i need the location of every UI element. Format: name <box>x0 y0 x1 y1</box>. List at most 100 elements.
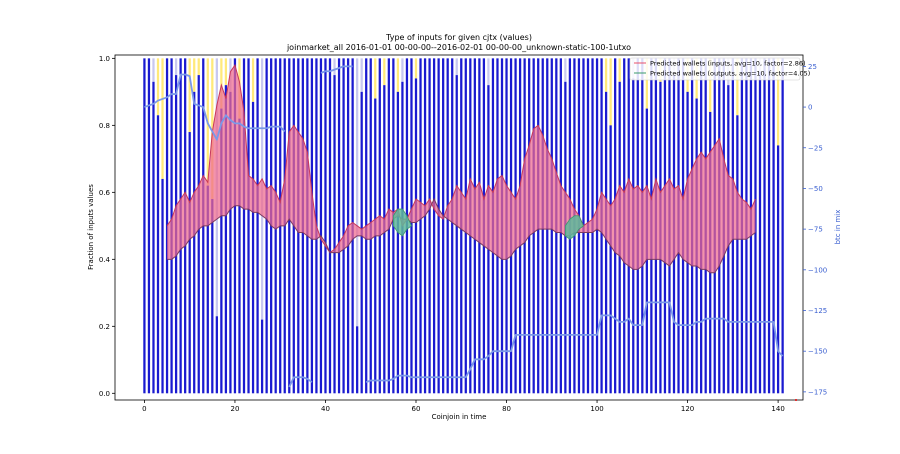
bar <box>197 75 200 394</box>
bar-upper <box>174 58 178 76</box>
y-tick-label: 0.8 <box>99 122 110 130</box>
bar <box>224 85 228 394</box>
y2-tick-label: 25 <box>808 63 817 71</box>
bar <box>147 58 151 394</box>
bar-upper <box>197 58 200 76</box>
bar <box>188 132 191 394</box>
bar <box>432 58 436 394</box>
bar <box>451 58 454 394</box>
bar-upper <box>211 58 214 200</box>
bar-upper <box>709 58 712 112</box>
bar-upper <box>564 58 567 82</box>
bar <box>242 58 246 394</box>
bar <box>736 115 739 394</box>
bar <box>767 58 771 394</box>
bar <box>428 58 431 394</box>
bar <box>238 118 241 394</box>
bar <box>156 115 160 394</box>
inputs-lower-line <box>167 197 756 274</box>
inputs-upper-line <box>166 63 756 254</box>
bar <box>324 58 327 394</box>
bar <box>423 58 427 394</box>
plot-frame <box>114 54 804 401</box>
bar <box>206 185 209 394</box>
btc-in-mix-line <box>288 376 313 388</box>
btc-in-mix-line <box>320 65 353 74</box>
bar <box>260 319 264 394</box>
bar <box>247 58 250 394</box>
bar <box>360 91 363 394</box>
y2-tick-label: −175 <box>808 388 827 396</box>
y-axis-label: Fraction of inputs values <box>87 184 95 270</box>
x-tick-label: 60 <box>412 405 421 413</box>
x-tick-label: 40 <box>321 405 330 413</box>
bar <box>328 58 332 394</box>
bar-upper <box>604 58 608 92</box>
bar <box>396 91 400 394</box>
bar <box>383 85 386 394</box>
bar <box>215 316 218 394</box>
bar <box>193 91 196 394</box>
bar <box>419 58 422 394</box>
bar-upper <box>360 58 363 92</box>
bar-upper <box>152 58 155 82</box>
bar-upper <box>609 58 612 126</box>
bar <box>772 58 775 394</box>
y2-tick-label: −75 <box>808 226 823 234</box>
y2-tick-label: −50 <box>808 185 823 193</box>
bar-upper <box>455 58 458 76</box>
y2-tick-label: −150 <box>808 348 827 356</box>
bar <box>161 178 164 394</box>
bar-upper <box>156 58 160 116</box>
bar-upper <box>333 58 336 76</box>
y2-tick-label: −125 <box>808 307 827 315</box>
bar <box>220 108 223 394</box>
x-axis-label: Coinjoin in time <box>432 413 487 421</box>
y-tick-label: 1.0 <box>99 55 110 63</box>
bar-upper <box>645 58 648 109</box>
bar-upper <box>414 58 418 79</box>
bar <box>233 58 237 394</box>
bar-upper <box>220 58 223 109</box>
bar <box>374 98 377 394</box>
x-tick-label: 80 <box>502 405 511 413</box>
bar <box>229 91 232 394</box>
y-tick-label: 0.0 <box>99 390 110 398</box>
bar-upper <box>396 58 400 92</box>
bar <box>401 81 404 394</box>
bar-upper <box>161 58 164 179</box>
bar <box>455 75 458 394</box>
y-axis-left: 0.0 0.2 0.4 0.6 0.8 1.0 <box>99 55 115 398</box>
bar <box>251 101 255 394</box>
bar <box>211 199 214 394</box>
bar <box>604 91 608 394</box>
bar-upper <box>251 58 255 102</box>
legend-entry-inputs: Predicted wallets (inputs, avg=10, facto… <box>650 60 806 68</box>
bar-upper <box>356 58 359 327</box>
y-tick-label: 0.2 <box>99 323 110 331</box>
x-tick-label: 100 <box>590 405 603 413</box>
bar <box>288 58 291 394</box>
y-tick-label: 0.4 <box>99 256 111 264</box>
fill-layer <box>166 63 756 274</box>
bar-upper <box>224 58 228 86</box>
legend-box <box>629 57 801 81</box>
x-axis: 0 20 40 60 80 100 120 140 <box>142 400 785 413</box>
outputs-area <box>392 208 412 237</box>
chart-title: Type of inputs for given cjtx (values) <box>385 33 532 42</box>
bar <box>763 58 766 394</box>
bar-upper <box>374 58 377 99</box>
bar <box>143 58 146 394</box>
inputs-area <box>167 65 756 273</box>
bar-upper <box>776 58 780 146</box>
bar-upper <box>401 58 404 82</box>
bar <box>265 58 268 394</box>
bar <box>437 58 440 394</box>
bar <box>564 81 567 394</box>
y2-tick-label: −25 <box>808 144 823 152</box>
x-tick-label: 140 <box>771 405 784 413</box>
legend: Predicted wallets (inputs, avg=10, facto… <box>629 57 810 81</box>
y2-tick-label: −100 <box>808 266 827 274</box>
